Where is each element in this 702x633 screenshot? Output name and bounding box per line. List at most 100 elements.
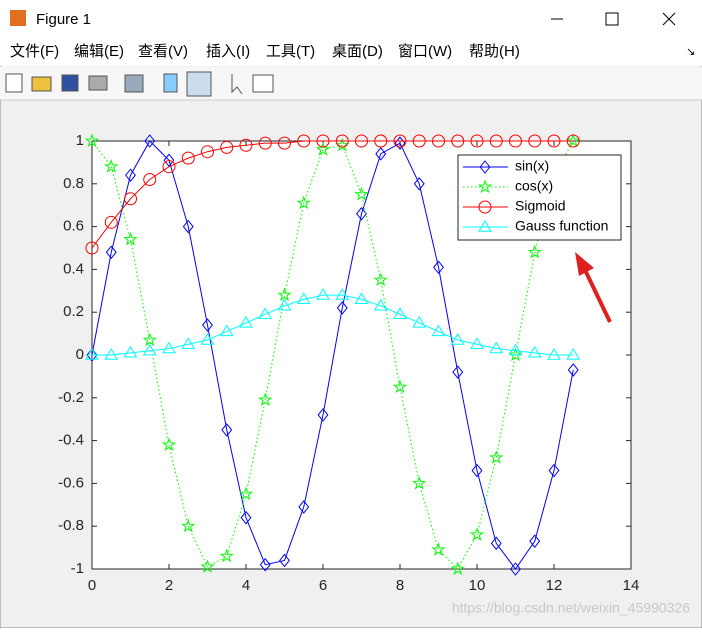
menu-item[interactable]: 窗口(W) bbox=[398, 42, 452, 60]
marker bbox=[450, 561, 465, 576]
legend-label: cos(x) bbox=[515, 178, 553, 194]
marker bbox=[431, 324, 446, 337]
marker bbox=[373, 272, 388, 287]
menu-item[interactable]: 文件(F) bbox=[10, 43, 59, 60]
y-tick-label: 0.4 bbox=[63, 260, 84, 277]
marker bbox=[470, 134, 484, 148]
marker bbox=[258, 392, 273, 407]
marker bbox=[470, 337, 484, 349]
marker bbox=[315, 142, 331, 156]
marker bbox=[548, 463, 560, 478]
marker bbox=[181, 518, 196, 533]
x-tick-label: 12 bbox=[546, 577, 563, 594]
marker bbox=[509, 134, 523, 148]
print-icon[interactable] bbox=[88, 75, 108, 91]
marker bbox=[335, 134, 349, 148]
marker bbox=[375, 147, 387, 161]
legend-marker bbox=[478, 200, 492, 214]
arrow-shaft bbox=[583, 269, 612, 323]
marker bbox=[298, 500, 310, 514]
marker bbox=[239, 138, 253, 152]
menu-expand[interactable]: ↘ bbox=[686, 46, 695, 58]
colorbar-icon[interactable] bbox=[163, 73, 178, 93]
y-tick-label: 1 bbox=[76, 132, 84, 149]
y-tick-label: -0.6 bbox=[58, 474, 84, 491]
open-icon[interactable] bbox=[31, 76, 52, 92]
y-tick-label: -0.4 bbox=[58, 432, 84, 449]
marker bbox=[238, 486, 254, 501]
legend-box bbox=[457, 154, 622, 241]
window-title: Figure 1 bbox=[36, 11, 91, 28]
y-tick-label: 0.8 bbox=[63, 175, 84, 192]
marker bbox=[412, 134, 426, 148]
marker bbox=[490, 536, 502, 551]
new-icon[interactable] bbox=[5, 73, 23, 93]
marker bbox=[335, 288, 350, 300]
menu-item[interactable]: 插入(I) bbox=[206, 43, 250, 60]
marker bbox=[258, 307, 273, 320]
marker bbox=[471, 463, 483, 478]
marker bbox=[450, 333, 465, 345]
marker bbox=[316, 288, 330, 300]
menu-item[interactable]: 帮助(H) bbox=[469, 43, 520, 60]
marker bbox=[392, 379, 408, 394]
marker bbox=[354, 186, 369, 201]
menu-item[interactable]: 工具(T) bbox=[266, 43, 315, 60]
toolbar-icons bbox=[5, 71, 274, 97]
marker bbox=[373, 298, 388, 311]
maximize-button[interactable] bbox=[605, 12, 619, 26]
marker bbox=[104, 215, 118, 229]
marker bbox=[86, 348, 98, 362]
marker bbox=[412, 475, 427, 490]
marker bbox=[451, 134, 465, 148]
marker bbox=[393, 307, 407, 320]
marker bbox=[220, 140, 234, 154]
marker bbox=[161, 437, 177, 451]
marker bbox=[181, 151, 195, 165]
marker bbox=[412, 315, 427, 328]
y-tick-label: 0.6 bbox=[63, 218, 84, 235]
marker bbox=[489, 341, 504, 354]
close-button[interactable] bbox=[662, 12, 676, 26]
menu-item[interactable]: 编辑(E) bbox=[74, 43, 124, 60]
marker bbox=[143, 173, 157, 187]
x-tick-label: 14 bbox=[623, 577, 640, 594]
marker bbox=[297, 134, 311, 148]
marker bbox=[200, 559, 215, 573]
property-icon[interactable] bbox=[252, 74, 274, 93]
marker bbox=[355, 134, 369, 148]
marker bbox=[508, 343, 523, 356]
marker bbox=[527, 244, 542, 259]
link-icon[interactable] bbox=[124, 74, 144, 93]
menu-item[interactable]: 桌面(D) bbox=[332, 43, 383, 60]
marker bbox=[219, 548, 234, 563]
marker bbox=[433, 260, 444, 275]
marker bbox=[489, 450, 504, 464]
x-tick-label: 2 bbox=[165, 577, 173, 594]
marker bbox=[258, 136, 272, 150]
marker bbox=[84, 133, 100, 148]
menu-item[interactable]: 查看(V) bbox=[138, 43, 188, 60]
menu-bar bbox=[0, 38, 702, 66]
pointer-icon[interactable] bbox=[231, 74, 243, 95]
marker bbox=[240, 510, 252, 525]
series-line bbox=[91, 140, 574, 249]
legend-label: Gauss function bbox=[515, 218, 608, 234]
watermark: https://blog.csdn.net/weixin_45990326 bbox=[452, 600, 690, 616]
marker bbox=[104, 159, 119, 173]
arrow-head bbox=[575, 252, 594, 276]
marker bbox=[566, 348, 581, 360]
marker bbox=[374, 134, 388, 148]
save-icon[interactable] bbox=[61, 74, 79, 92]
marker bbox=[123, 345, 138, 358]
y-tick-label: 0.2 bbox=[63, 303, 84, 320]
marker bbox=[529, 534, 541, 548]
x-tick-label: 8 bbox=[396, 577, 404, 594]
marker bbox=[567, 363, 579, 377]
marker bbox=[508, 347, 523, 362]
legend-icon[interactable] bbox=[186, 71, 212, 97]
marker bbox=[566, 134, 580, 148]
marker bbox=[144, 134, 156, 148]
